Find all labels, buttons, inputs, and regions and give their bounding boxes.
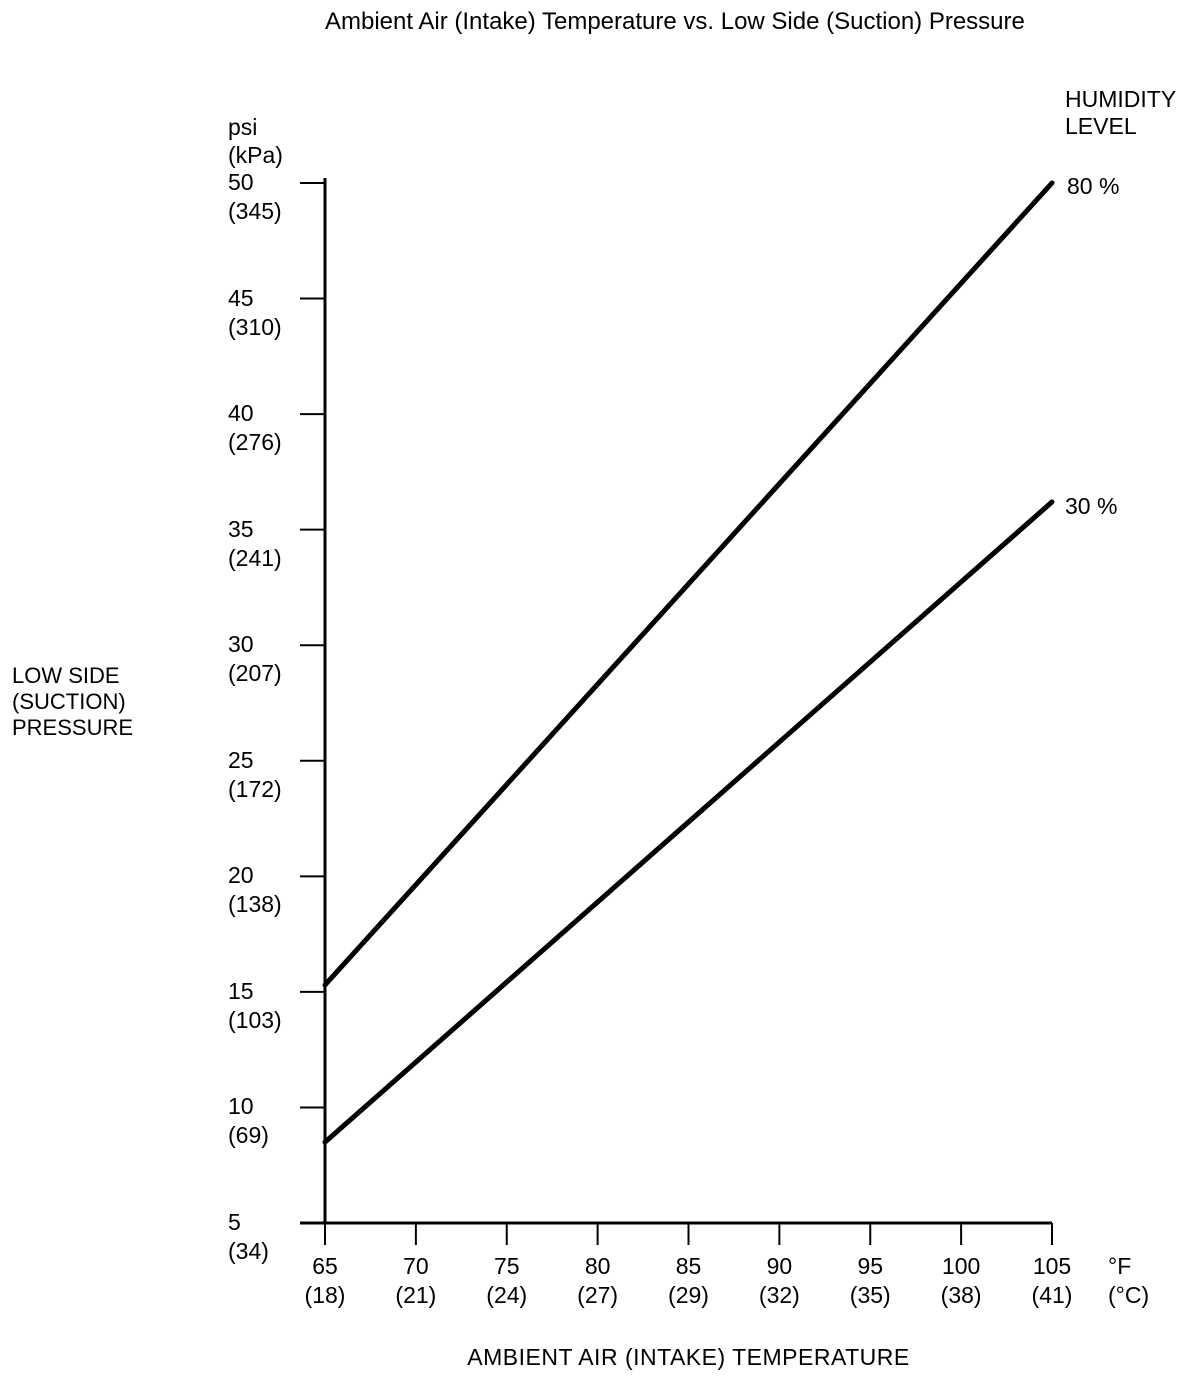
x-axis-unit-label: °F (°C)	[1108, 1253, 1150, 1308]
y-tick-label: 25 (172)	[228, 746, 282, 802]
series-label-80-percent: 80 %	[1067, 173, 1120, 199]
y-tick-label: 35 (241)	[228, 515, 282, 571]
y-tick-label: 30 (207)	[228, 631, 282, 687]
y-axis-unit-label: psi (kPa)	[228, 114, 283, 168]
series-label-30-percent: 30 %	[1065, 493, 1118, 519]
series-line-30-percent	[322, 499, 1055, 1145]
x-tick-label: 105 (41)	[1031, 1253, 1073, 1308]
x-tick-label: 80 (27)	[577, 1253, 619, 1308]
y-tick-label: 5 (34)	[228, 1209, 269, 1264]
x-axis-title: AMBIENT AIR (INTAKE) TEMPERATURE	[467, 1344, 910, 1370]
legend-title: HUMIDITY LEVEL	[1065, 86, 1177, 139]
y-axis-title: LOW SIDE (SUCTION) PRESSURE	[12, 663, 134, 740]
x-tick-label: 100 (38)	[940, 1253, 982, 1308]
y-tick-label: 45 (310)	[228, 284, 282, 340]
x-tick-label: 90 (32)	[758, 1253, 800, 1308]
y-tick-label: 40 (276)	[228, 400, 282, 456]
x-tick-label: 75 (24)	[486, 1253, 528, 1308]
x-tick-label: 95 (35)	[849, 1253, 891, 1308]
x-tick-label: 85 (29)	[668, 1253, 709, 1308]
series-line-80-percent	[322, 180, 1055, 988]
y-tick-label: 20 (138)	[228, 862, 282, 918]
y-tick-label: 15 (103)	[228, 977, 282, 1033]
x-tick-label: 65 (18)	[304, 1253, 346, 1308]
x-tick-label: 70 (21)	[395, 1253, 437, 1308]
y-tick-label: 50 (345)	[228, 169, 282, 224]
y-tick-label: 10 (69)	[228, 1093, 269, 1149]
chart-title: Ambient Air (Intake) Temperature vs. Low…	[325, 8, 1025, 35]
